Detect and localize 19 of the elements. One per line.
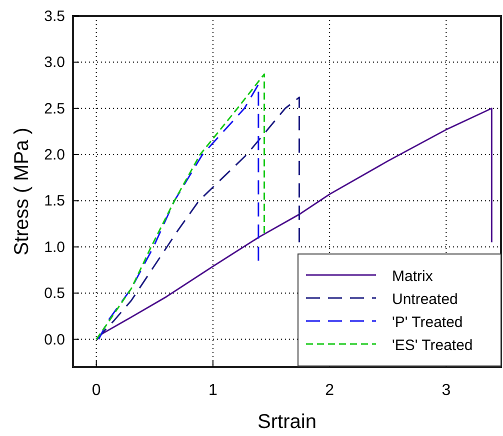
x-axis-title: Srtrain [258, 411, 316, 433]
y-tick-label: 3.0 [44, 54, 65, 72]
x-tick-label: 0 [92, 382, 101, 399]
y-tick-label: 0.0 [44, 331, 65, 348]
y-tick-label: 3.5 [44, 8, 65, 25]
y-tick-label: 2.0 [44, 146, 65, 164]
legend-label: 'P' Treated [392, 314, 463, 331]
y-axis-title: Stress ( MPa ) [11, 128, 33, 256]
legend-label: Matrix [392, 268, 434, 285]
x-tick-label: 3 [442, 382, 451, 399]
legend-label: 'ES' Treated [392, 337, 473, 354]
line-series [96, 96, 300, 340]
y-tick-label: 1.5 [44, 192, 65, 210]
legend-label: Untreated [392, 291, 458, 308]
y-tick-label: 0.5 [44, 285, 65, 302]
y-tick-label: 2.5 [44, 100, 65, 118]
x-tick-label: 2 [325, 382, 334, 399]
y-tick-label: 1.0 [44, 238, 65, 256]
x-tick-label: 1 [208, 382, 218, 399]
